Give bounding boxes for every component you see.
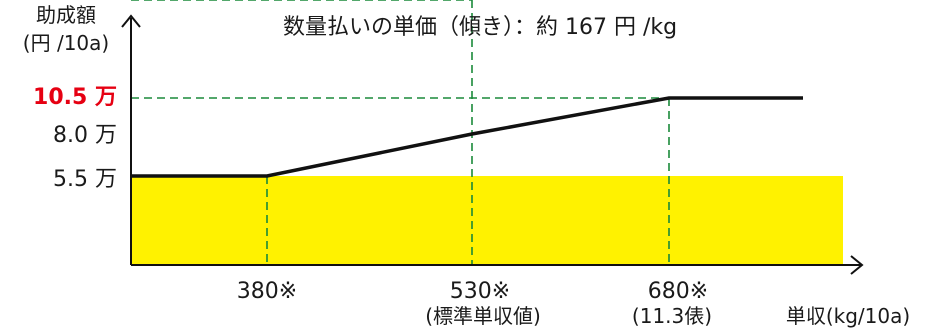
x-tick-sublabel: (11.3俵) — [632, 304, 712, 328]
x-tick-label: 380※ — [237, 279, 297, 304]
x-tick-label: 680※ — [648, 279, 708, 304]
subsidy-line — [131, 96, 803, 178]
y-tick-label: 8.0 万 — [53, 123, 117, 148]
y-axis-label-2: (円 /10a) — [23, 31, 109, 55]
chart-title: 数量払いの単価（傾き）：約 167 円 /kg — [283, 15, 677, 40]
x-axis-label: 単収(kg/10a) — [786, 304, 910, 328]
x-tick-sublabel: (標準単収値) — [425, 304, 541, 328]
y-axis-label-1: 助成額 — [36, 3, 96, 27]
x-tick-label: 530※ — [450, 279, 510, 304]
y-axis-arrow — [121, 14, 141, 28]
y-tick-label-highlight: 10.5 万 — [33, 85, 117, 110]
base-subsidy-band — [131, 176, 843, 265]
y-tick-label: 5.5 万 — [53, 167, 117, 192]
x-axis-arrow — [850, 255, 864, 275]
